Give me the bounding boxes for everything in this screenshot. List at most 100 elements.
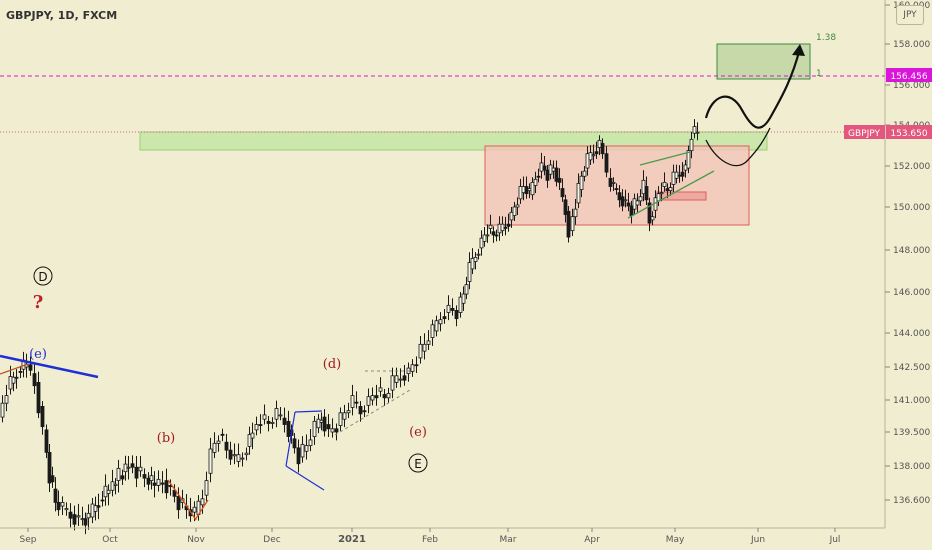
candle-body	[60, 502, 65, 507]
candle-body	[623, 199, 628, 202]
candle-body	[668, 187, 673, 191]
y-tick-label: 144.000	[893, 329, 930, 339]
candle-body	[56, 502, 61, 511]
candle-body	[120, 475, 125, 480]
candle-body	[594, 151, 599, 155]
candle-body	[430, 324, 435, 338]
wave-label-b: (b)	[157, 431, 175, 446]
candle-body	[204, 480, 209, 496]
candle-body	[346, 410, 351, 414]
candle-body	[44, 429, 49, 453]
candle-body	[662, 181, 667, 187]
candle-body	[563, 199, 568, 215]
candle-body	[467, 262, 472, 282]
candle-body	[106, 489, 111, 494]
candle-body	[398, 378, 403, 381]
candle-body	[692, 126, 697, 134]
symbol-tag-text: GBPJPY	[848, 129, 880, 139]
candle-body	[254, 424, 259, 431]
candle-body	[172, 489, 177, 497]
candle-body	[362, 410, 367, 413]
candle-body	[312, 420, 317, 437]
candle-body	[208, 448, 213, 474]
candle-body	[473, 256, 478, 262]
y-tick-label: 139.500	[893, 428, 930, 438]
candle-body	[14, 376, 19, 379]
price-tag-level	[886, 68, 932, 82]
candle-body	[378, 387, 383, 392]
wave-label-E: E	[414, 457, 422, 471]
candle-body	[551, 167, 556, 172]
candle-body	[4, 395, 9, 404]
candle-body	[524, 186, 529, 195]
price-tag-current-text: 153.650	[890, 129, 927, 139]
candle-body	[64, 508, 69, 511]
candle-body	[123, 463, 128, 473]
projection-curve	[704, 47, 802, 129]
currency-button[interactable]: JPY	[896, 5, 924, 25]
orange-trendline-nov-2	[194, 499, 209, 521]
candle-body	[224, 441, 229, 451]
wave-label-D: D	[38, 270, 47, 284]
candle-body	[247, 434, 252, 447]
candle-body	[647, 202, 652, 224]
candle-body	[258, 424, 263, 426]
fib-label-1: 1	[816, 69, 822, 79]
wave-label-e-left: (e)	[29, 347, 47, 362]
candle-body	[614, 188, 619, 190]
candle-body	[470, 257, 475, 270]
candle-body	[96, 505, 101, 508]
candle-body	[659, 192, 664, 195]
candle-body	[566, 210, 571, 238]
candle-body	[689, 138, 694, 152]
candle-body	[316, 418, 321, 429]
candle-body	[232, 454, 237, 457]
candle-body	[485, 234, 490, 237]
candle-body	[386, 392, 391, 399]
candle-body	[350, 395, 355, 408]
candle-body	[164, 480, 169, 494]
candle-body	[146, 477, 151, 485]
y-tick-label: 142.500	[893, 363, 930, 373]
candle-body	[521, 186, 526, 194]
candle-body	[674, 171, 679, 179]
wave-label-d: (d)	[323, 357, 341, 372]
y-tick-label: 146.000	[893, 288, 930, 298]
candle-body	[266, 420, 271, 424]
orange-trendline-nov	[167, 479, 197, 521]
candle-body	[338, 412, 343, 426]
candle-body	[220, 433, 225, 436]
candle-body	[390, 375, 395, 391]
candle-body	[617, 192, 622, 201]
x-tick-label: Sep	[20, 535, 37, 545]
candle-body	[509, 211, 514, 221]
y-tick-label: 156.000	[893, 81, 930, 91]
candle-body	[588, 152, 593, 161]
candle-body	[116, 468, 121, 481]
candle-body	[80, 518, 85, 521]
candle-body	[488, 224, 493, 229]
candle-body	[0, 402, 5, 418]
candle-body	[32, 373, 37, 387]
candle-body	[394, 375, 399, 383]
x-tick-label: Oct	[102, 535, 118, 545]
orange-trendline-left	[0, 363, 29, 375]
candle-body	[442, 316, 447, 320]
candle-body	[579, 175, 584, 190]
candle-body	[76, 515, 81, 518]
candle-body	[620, 196, 625, 207]
candle-body	[539, 162, 544, 172]
y-tick-label: 150.000	[893, 203, 930, 213]
candle-body	[93, 505, 98, 512]
candle-body	[464, 284, 469, 295]
candle-body	[149, 475, 154, 481]
candle-body	[8, 376, 13, 390]
candle-body	[228, 449, 233, 460]
candle-body	[656, 193, 661, 202]
candle-body	[597, 139, 602, 148]
candle-body	[600, 143, 605, 155]
candle-body	[296, 447, 301, 465]
candle-body	[83, 518, 88, 526]
